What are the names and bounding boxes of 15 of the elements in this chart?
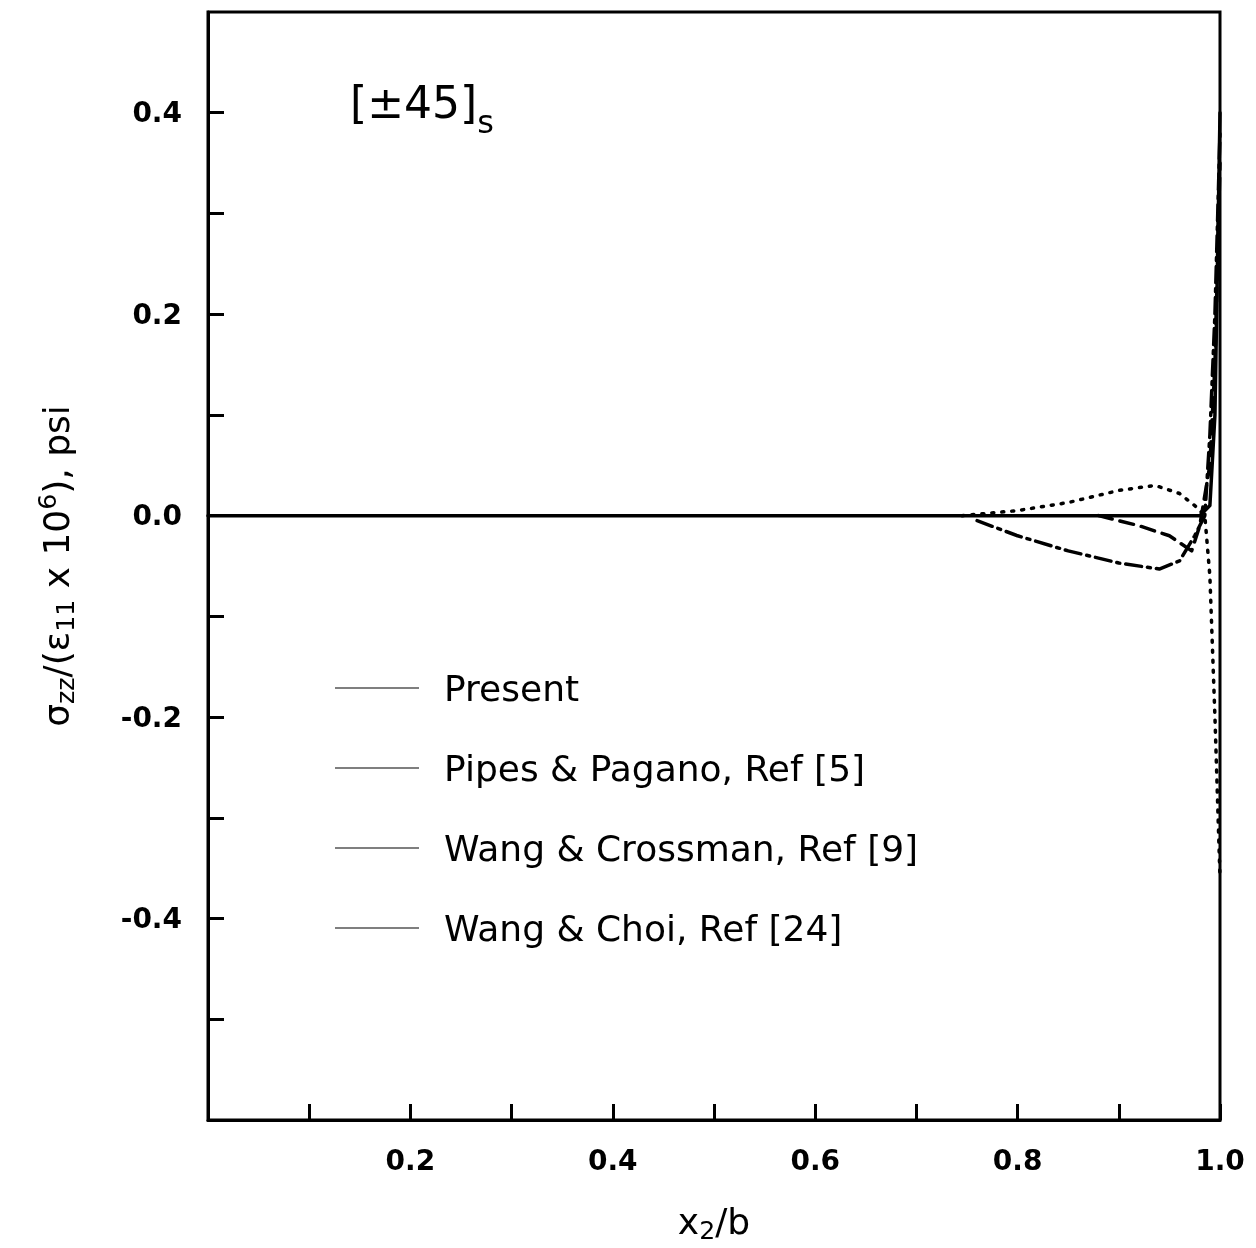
legend-label: Wang & Crossman, Ref [9] (444, 827, 919, 869)
y-axis-title: σzz/(ε11 x 106), psi (33, 405, 80, 727)
legend-label: Pipes & Pagano, Ref [5] (444, 747, 866, 789)
y-tick-label: -0.4 (120, 902, 182, 936)
y-tick-label: 0.2 (132, 297, 182, 331)
y-tick-label: -0.2 (120, 700, 182, 734)
legend-label: Present (444, 667, 580, 709)
legend-label: Wang & Choi, Ref [24] (444, 907, 843, 949)
x-tick-label: 0.6 (790, 1143, 840, 1177)
x-tick-label: 0.2 (385, 1143, 436, 1177)
y-tick-label: 0.0 (132, 499, 182, 533)
x-tick-label: 0.4 (588, 1143, 638, 1177)
x-tick-label: 0.8 (992, 1143, 1043, 1177)
x-tick-label: 1.0 (1195, 1143, 1245, 1177)
y-tick-label: 0.4 (132, 96, 182, 130)
